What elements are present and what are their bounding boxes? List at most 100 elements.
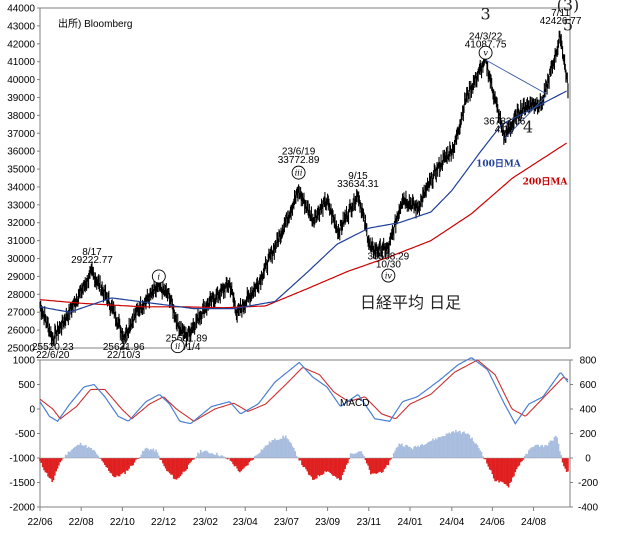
price-panel-frame bbox=[39, 7, 571, 349]
macd-left-tick-label: -500 bbox=[15, 429, 35, 440]
macd-right-tick-label: 200 bbox=[580, 429, 597, 440]
macd-right-tick-label: -400 bbox=[578, 503, 598, 514]
x-tick-label: 23/07 bbox=[274, 517, 299, 528]
price-y-tick-label: 36000 bbox=[7, 147, 35, 158]
macd-left-tick-label: 1000 bbox=[13, 356, 36, 367]
x-tick-label: 23/02 bbox=[193, 517, 218, 528]
annotation-label: 30538.29 bbox=[368, 251, 410, 262]
ma-label: 100日MA bbox=[476, 158, 522, 169]
annotation-label: 23/6/19 bbox=[282, 147, 316, 158]
ma100-line bbox=[39, 90, 567, 313]
x-tick-label: 22/08 bbox=[69, 517, 94, 528]
price-plot bbox=[39, 30, 569, 348]
price-y-tick-label: 40000 bbox=[7, 75, 35, 86]
price-y-tick-label: 42000 bbox=[7, 39, 35, 50]
x-axis: 22/06 22/08 22/10 22/12 23/02 23/04 23/07 23/09… bbox=[27, 507, 546, 528]
price-y-tick-label: 39000 bbox=[7, 93, 35, 104]
annotation-label: 25520.23 bbox=[32, 342, 74, 353]
annotation-label: 36733.06 bbox=[484, 116, 526, 127]
wave-number: (3) bbox=[557, 0, 580, 15]
annotation-label: 9/15 bbox=[348, 171, 368, 182]
wave-circle bbox=[291, 165, 306, 180]
ma-label: 200日MA bbox=[523, 176, 569, 187]
price-y-tick-label: 25000 bbox=[7, 344, 35, 355]
annotation-label: 4/19 bbox=[495, 124, 515, 135]
x-tick-label: 23/04 bbox=[233, 517, 258, 528]
wedge-trendline bbox=[485, 59, 547, 95]
x-tick-label: 24/08 bbox=[521, 517, 546, 528]
wave-number: 2 bbox=[119, 334, 129, 353]
x-tick-label: 23/11 bbox=[357, 517, 382, 528]
wave-circle-label: iv bbox=[385, 272, 393, 281]
price-y-tick-label: 33000 bbox=[7, 200, 35, 211]
wave-circle-label: v bbox=[483, 49, 488, 58]
annotation-label: 7/11 bbox=[551, 8, 570, 19]
macd-left-tick-label: 0 bbox=[29, 405, 35, 416]
annotation-label: 8/17 bbox=[82, 247, 102, 258]
wave-circle bbox=[381, 268, 396, 283]
annotation-label: 10/30 bbox=[376, 259, 401, 270]
price-y-tick-label: 30000 bbox=[7, 254, 35, 265]
macd-panel-frame bbox=[39, 359, 571, 508]
x-tick-label: 23/09 bbox=[315, 517, 340, 528]
macd-plot bbox=[39, 357, 570, 488]
annotation-label: 33772.89 bbox=[278, 155, 320, 166]
price-y-tick-label: 26000 bbox=[7, 326, 35, 337]
annotation-label: 33634.31 bbox=[337, 179, 379, 190]
chart-title: 日経平均 日足 bbox=[360, 293, 461, 312]
x-tick-label: 22/06 bbox=[27, 517, 52, 528]
annotation-label: 29222.77 bbox=[71, 255, 113, 266]
price-y-tick-label: 31000 bbox=[7, 236, 35, 247]
macd-right-tick-label: 600 bbox=[580, 380, 597, 391]
wedge-trendline bbox=[504, 95, 547, 139]
wave-number: 3 bbox=[481, 5, 491, 24]
annotation-label: 41087.75 bbox=[465, 39, 507, 50]
wave-number: 4 bbox=[523, 117, 533, 136]
macd-signal-line bbox=[39, 359, 569, 422]
wave-circle bbox=[151, 269, 166, 284]
macd-line bbox=[39, 357, 569, 425]
x-tick-label: 22/10 bbox=[110, 517, 135, 528]
x-tick-label: 22/12 bbox=[151, 517, 176, 528]
x-tick-label: 24/04 bbox=[439, 517, 464, 528]
price-y-tick-label: 38000 bbox=[7, 111, 35, 122]
price-y-tick-label: 37000 bbox=[7, 129, 35, 140]
macd-left-tick-label: -1000 bbox=[9, 454, 35, 465]
annotation-label: 25621.96 bbox=[103, 342, 145, 353]
wave-circle-label: i bbox=[158, 272, 161, 281]
macd-label: MACD bbox=[340, 398, 369, 409]
macd-left-tick-label: -2000 bbox=[9, 503, 35, 514]
price-y-tick-label: 32000 bbox=[7, 218, 35, 229]
price-y-tick-label: 29000 bbox=[7, 272, 35, 283]
wave-number: 5 bbox=[563, 15, 573, 34]
price-y-axis: 25000 26000 27000 28000 29000 30000 31000 32000… bbox=[7, 4, 40, 355]
macd-left-axis: -2000 -1500 -1000 -500 0 500 1000 bbox=[9, 356, 40, 514]
macd-right-tick-label: 400 bbox=[580, 405, 597, 416]
wave-circle-label: iii bbox=[295, 169, 303, 178]
wave-circle-label: ii bbox=[175, 342, 181, 351]
x-tick-label: 24/01 bbox=[397, 517, 422, 528]
price-y-tick-label: 44000 bbox=[7, 4, 35, 15]
macd-right-tick-label: 800 bbox=[580, 356, 597, 367]
annotation-label: 22/10/3 bbox=[107, 350, 141, 361]
macd-right-tick-label: -200 bbox=[578, 478, 598, 489]
x-tick-label: 24/06 bbox=[480, 517, 505, 528]
annotation-label: 42426.77 bbox=[540, 16, 582, 27]
annotation-label: 24/3/22 bbox=[469, 31, 503, 42]
source-label: 出所) Bloomberg bbox=[58, 17, 132, 30]
annotation-label: 25661.89 bbox=[166, 334, 208, 345]
price-y-tick-label: 34000 bbox=[7, 182, 35, 193]
macd-right-axis: -400 -200 0 200 400 600 800 bbox=[570, 356, 598, 514]
price-y-tick-label: 43000 bbox=[7, 21, 35, 32]
macd-right-tick-label: 0 bbox=[585, 454, 591, 465]
wave-circle bbox=[170, 339, 185, 354]
wave-circle bbox=[478, 45, 493, 60]
annotation-label: 23/1/4 bbox=[173, 342, 201, 353]
ma200-line bbox=[39, 142, 567, 309]
price-y-tick-label: 28000 bbox=[7, 290, 35, 301]
macd-left-tick-label: -1500 bbox=[9, 478, 35, 489]
macd-left-tick-label: 500 bbox=[18, 380, 35, 391]
price-y-tick-label: 27000 bbox=[7, 308, 35, 319]
